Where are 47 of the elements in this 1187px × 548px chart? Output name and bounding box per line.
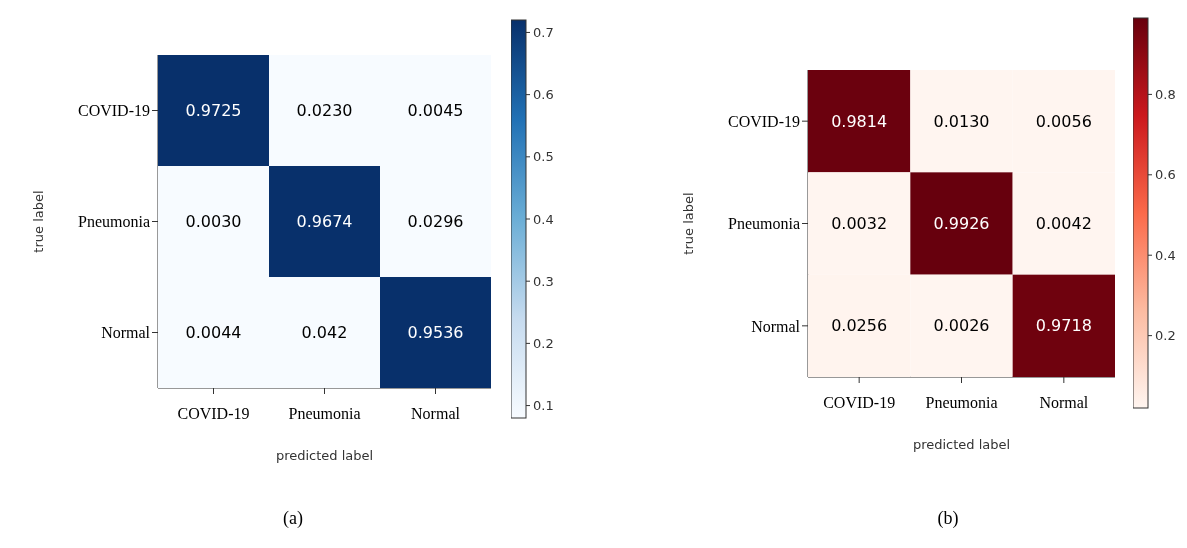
y-tick-label: Normal [101,324,151,342]
x-tick-label: Normal [411,405,461,423]
data-label: 0.9674 [296,212,353,231]
data-label: 0.0256 [831,316,888,336]
data-label: 0.0042 [1035,214,1092,233]
color-bar-label: 0.5 [533,149,554,165]
color-bar-label: 0.1 [533,398,554,414]
data-label: 0.0045 [407,101,464,120]
color-bar-label: 0.8 [1155,86,1176,102]
data-label: 0.9718 [1035,316,1092,336]
y-axis-title: true label [680,192,696,255]
color-bar-label: 0.6 [533,87,554,103]
x-tick-label: Pneumonia [288,405,361,423]
x-tick-label: COVID-19 [177,405,250,423]
x-tick-label: Pneumonia [925,394,998,412]
y-tick-label: COVID-19 [78,102,150,120]
color-bar-label: 0.4 [533,211,554,227]
x-tick-label: COVID-19 [823,394,896,412]
text: (a) [283,508,303,529]
data-label: 0.9926 [933,214,990,233]
y-axis-title: true label [30,190,46,253]
y-tick-label: Pneumonia [728,215,800,233]
data-label: 0.0032 [831,214,888,233]
color-bar-label: 0.2 [533,335,554,351]
x-axis-title: predicted label [912,437,1011,452]
x-tick-label: Normal [1039,394,1089,412]
color-bar-label: 0.3 [533,273,554,289]
data-label: 0.0230 [296,101,353,120]
y-tick-label: COVID-19 [728,112,800,130]
data-label: 0.9814 [831,111,888,131]
color-bar-label: 0.2 [1155,328,1176,344]
y-tick-label: Pneumonia [78,213,150,231]
data-label: 0.9536 [407,323,464,342]
data-label: 0.0056 [1035,111,1092,131]
data-label: 0.0296 [407,212,464,231]
data-label: 0.042 [301,323,348,342]
color-bar-label: 0.6 [1155,167,1176,183]
data-label: 0.0130 [933,111,990,131]
x-axis-title: predicted label [275,448,374,463]
data-label: 0.0030 [185,212,242,231]
color-bar-label: 0.4 [1155,247,1176,263]
data-label: 0.0044 [185,323,242,342]
data-label: 0.9725 [185,101,242,120]
color-bar-label: 0.7 [533,24,554,40]
data-label: 0.0026 [933,316,990,336]
text: (b) [937,508,959,529]
y-tick-label: Normal [751,317,801,335]
